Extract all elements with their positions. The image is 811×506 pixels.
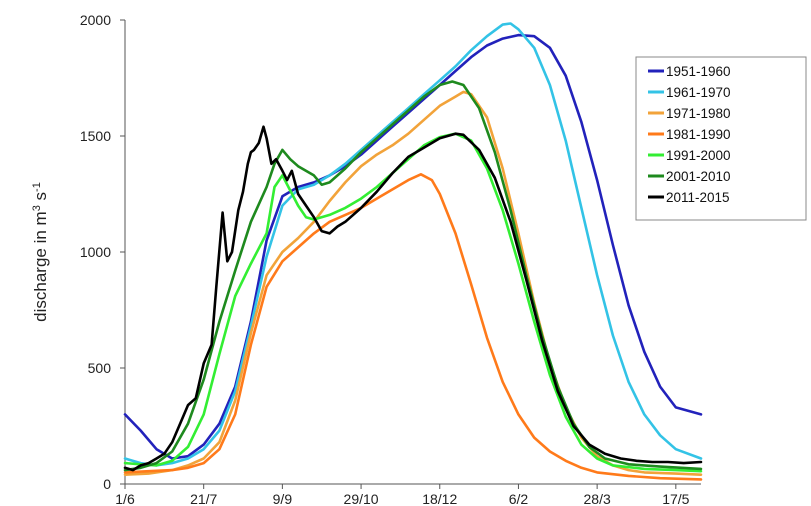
x-tick-label: 1/6 bbox=[115, 491, 135, 506]
series-line-1971-1980 bbox=[123, 90, 703, 476]
y-tick-label: 1500 bbox=[80, 128, 111, 144]
series-line-1951-1960 bbox=[123, 33, 703, 460]
y-tick-label: 500 bbox=[88, 360, 112, 376]
legend-label: 1981-1990 bbox=[666, 127, 731, 142]
legend-box bbox=[635, 56, 807, 221]
y-tick-label: 1000 bbox=[80, 244, 111, 260]
series-line-1961-1970 bbox=[123, 22, 703, 467]
x-tick-label: 29/10 bbox=[344, 491, 379, 506]
axes: 0 500 1000 1500 2000 1/6 21/7 9/9 29/10 18/12 6/2 2… bbox=[80, 12, 701, 506]
series-line-1991-2000 bbox=[123, 132, 703, 473]
legend-label: 2001-2010 bbox=[666, 169, 731, 184]
x-tick-label: 28/3 bbox=[584, 491, 611, 506]
x-tick-label: 21/7 bbox=[190, 491, 217, 506]
x-tick-label: 6/2 bbox=[509, 491, 529, 506]
legend-label: 1971-1980 bbox=[666, 106, 731, 121]
legend-label: 1961-1970 bbox=[666, 85, 731, 100]
x-tick-label: 9/9 bbox=[273, 491, 293, 506]
legend-label: 2011-2015 bbox=[666, 190, 730, 205]
y-tick-label: 2000 bbox=[80, 12, 111, 28]
series-line-1981-1990 bbox=[123, 173, 703, 481]
series-layer bbox=[123, 22, 703, 481]
series-line-2011-2015 bbox=[123, 125, 703, 472]
legend-label: 1991-2000 bbox=[666, 148, 731, 163]
legend: 1951-1960 1961-1970 1971-1980 1981-1990 1991… bbox=[635, 56, 807, 221]
series-line-2001-2010 bbox=[123, 80, 703, 472]
y-axis-label: discharge in m3 s-1 bbox=[31, 182, 50, 322]
x-tick-label: 18/12 bbox=[422, 491, 457, 506]
legend-label: 1951-1960 bbox=[666, 64, 731, 79]
x-tick-label: 17/5 bbox=[662, 491, 689, 506]
y-tick-label: 0 bbox=[103, 476, 111, 492]
